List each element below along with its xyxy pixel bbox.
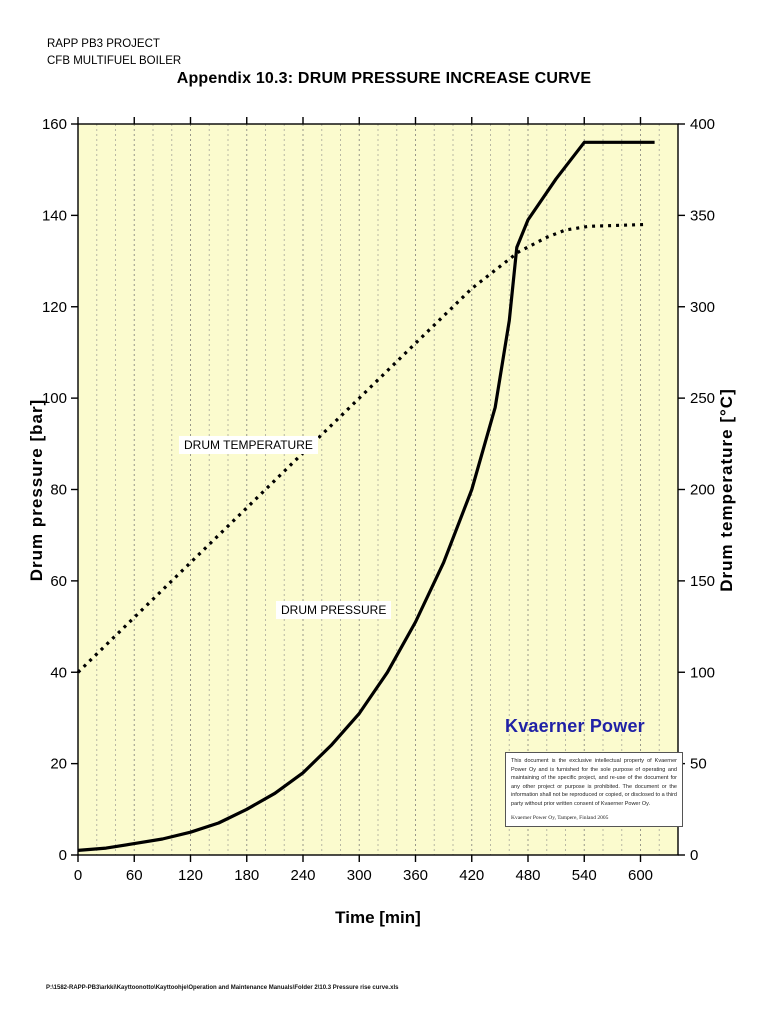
y-left-tick-label: 160	[42, 116, 67, 133]
x-tick-label: 60	[126, 867, 143, 884]
y-left-tick-label: 40	[50, 664, 67, 681]
y-right-tick-label: 400	[690, 116, 715, 133]
disclaimer-credit: Kvaerner Power Oy, Tampere, Finland 2005	[511, 815, 609, 822]
x-tick-label: 180	[234, 867, 259, 884]
y-left-tick-label: 120	[42, 299, 67, 316]
x-tick-label: 360	[403, 867, 428, 884]
footer-file-path: P:\1582-RAPP-PB3\arkki\Kayttoonotto\Kayt…	[46, 985, 399, 991]
disclaimer-box: This document is the exclusive intellect…	[505, 752, 683, 828]
x-tick-label: 420	[459, 867, 484, 884]
series-curve-drum-temperature	[76, 222, 646, 674]
series-label-drum-temperature: DRUM TEMPERATURE	[179, 436, 318, 454]
y-right-tick-label: 150	[690, 573, 715, 590]
series-curve-drum-pressure	[77, 140, 655, 852]
y-axis-label-left: Drum pressure [bar]	[27, 398, 46, 582]
x-axis-label: Time [min]	[335, 908, 421, 927]
y-right-tick-label: 350	[690, 207, 715, 224]
chart-title: Appendix 10.3: DRUM PRESSURE INCREASE CU…	[176, 70, 592, 87]
series-label-drum-pressure: DRUM PRESSURE	[276, 601, 392, 619]
y-left-tick-label: 20	[50, 756, 67, 773]
y-left-tick-label: 80	[50, 482, 67, 499]
y-right-tick-label: 300	[690, 299, 715, 316]
y-left-tick-label: 100	[42, 390, 67, 407]
disclaimer-text: This document is the exclusive intellect…	[511, 758, 677, 807]
y-left-tick-label: 60	[50, 573, 67, 590]
y-left-tick-label: 0	[59, 847, 67, 864]
x-tick-label: 600	[628, 867, 653, 884]
header-line2: CFB MULTIFUEL BOILER	[47, 55, 182, 68]
y-right-tick-label: 100	[690, 664, 715, 681]
y-right-tick-label: 250	[690, 390, 715, 407]
project-header: RAPP PB3 PROJECT CFB MULTIFUEL BOILER	[47, 36, 181, 71]
x-tick-label: 240	[290, 867, 315, 884]
kvaerner-power-logo: Kvaerner Power	[505, 716, 645, 736]
y-left-tick-label: 140	[42, 207, 67, 224]
y-right-tick-label: 0	[690, 847, 698, 864]
x-tick-label: 120	[178, 867, 203, 884]
x-tick-label: 480	[515, 867, 540, 884]
x-tick-label: 540	[572, 867, 597, 884]
header-line1: RAPP PB3 PROJECT	[47, 38, 160, 50]
y-axis-label-right: Drum temperature [°C]	[717, 388, 736, 592]
y-right-tick-label: 50	[690, 756, 707, 773]
x-tick-label: 300	[347, 867, 372, 884]
x-tick-label: 0	[74, 867, 82, 884]
y-right-tick-label: 200	[690, 482, 715, 499]
